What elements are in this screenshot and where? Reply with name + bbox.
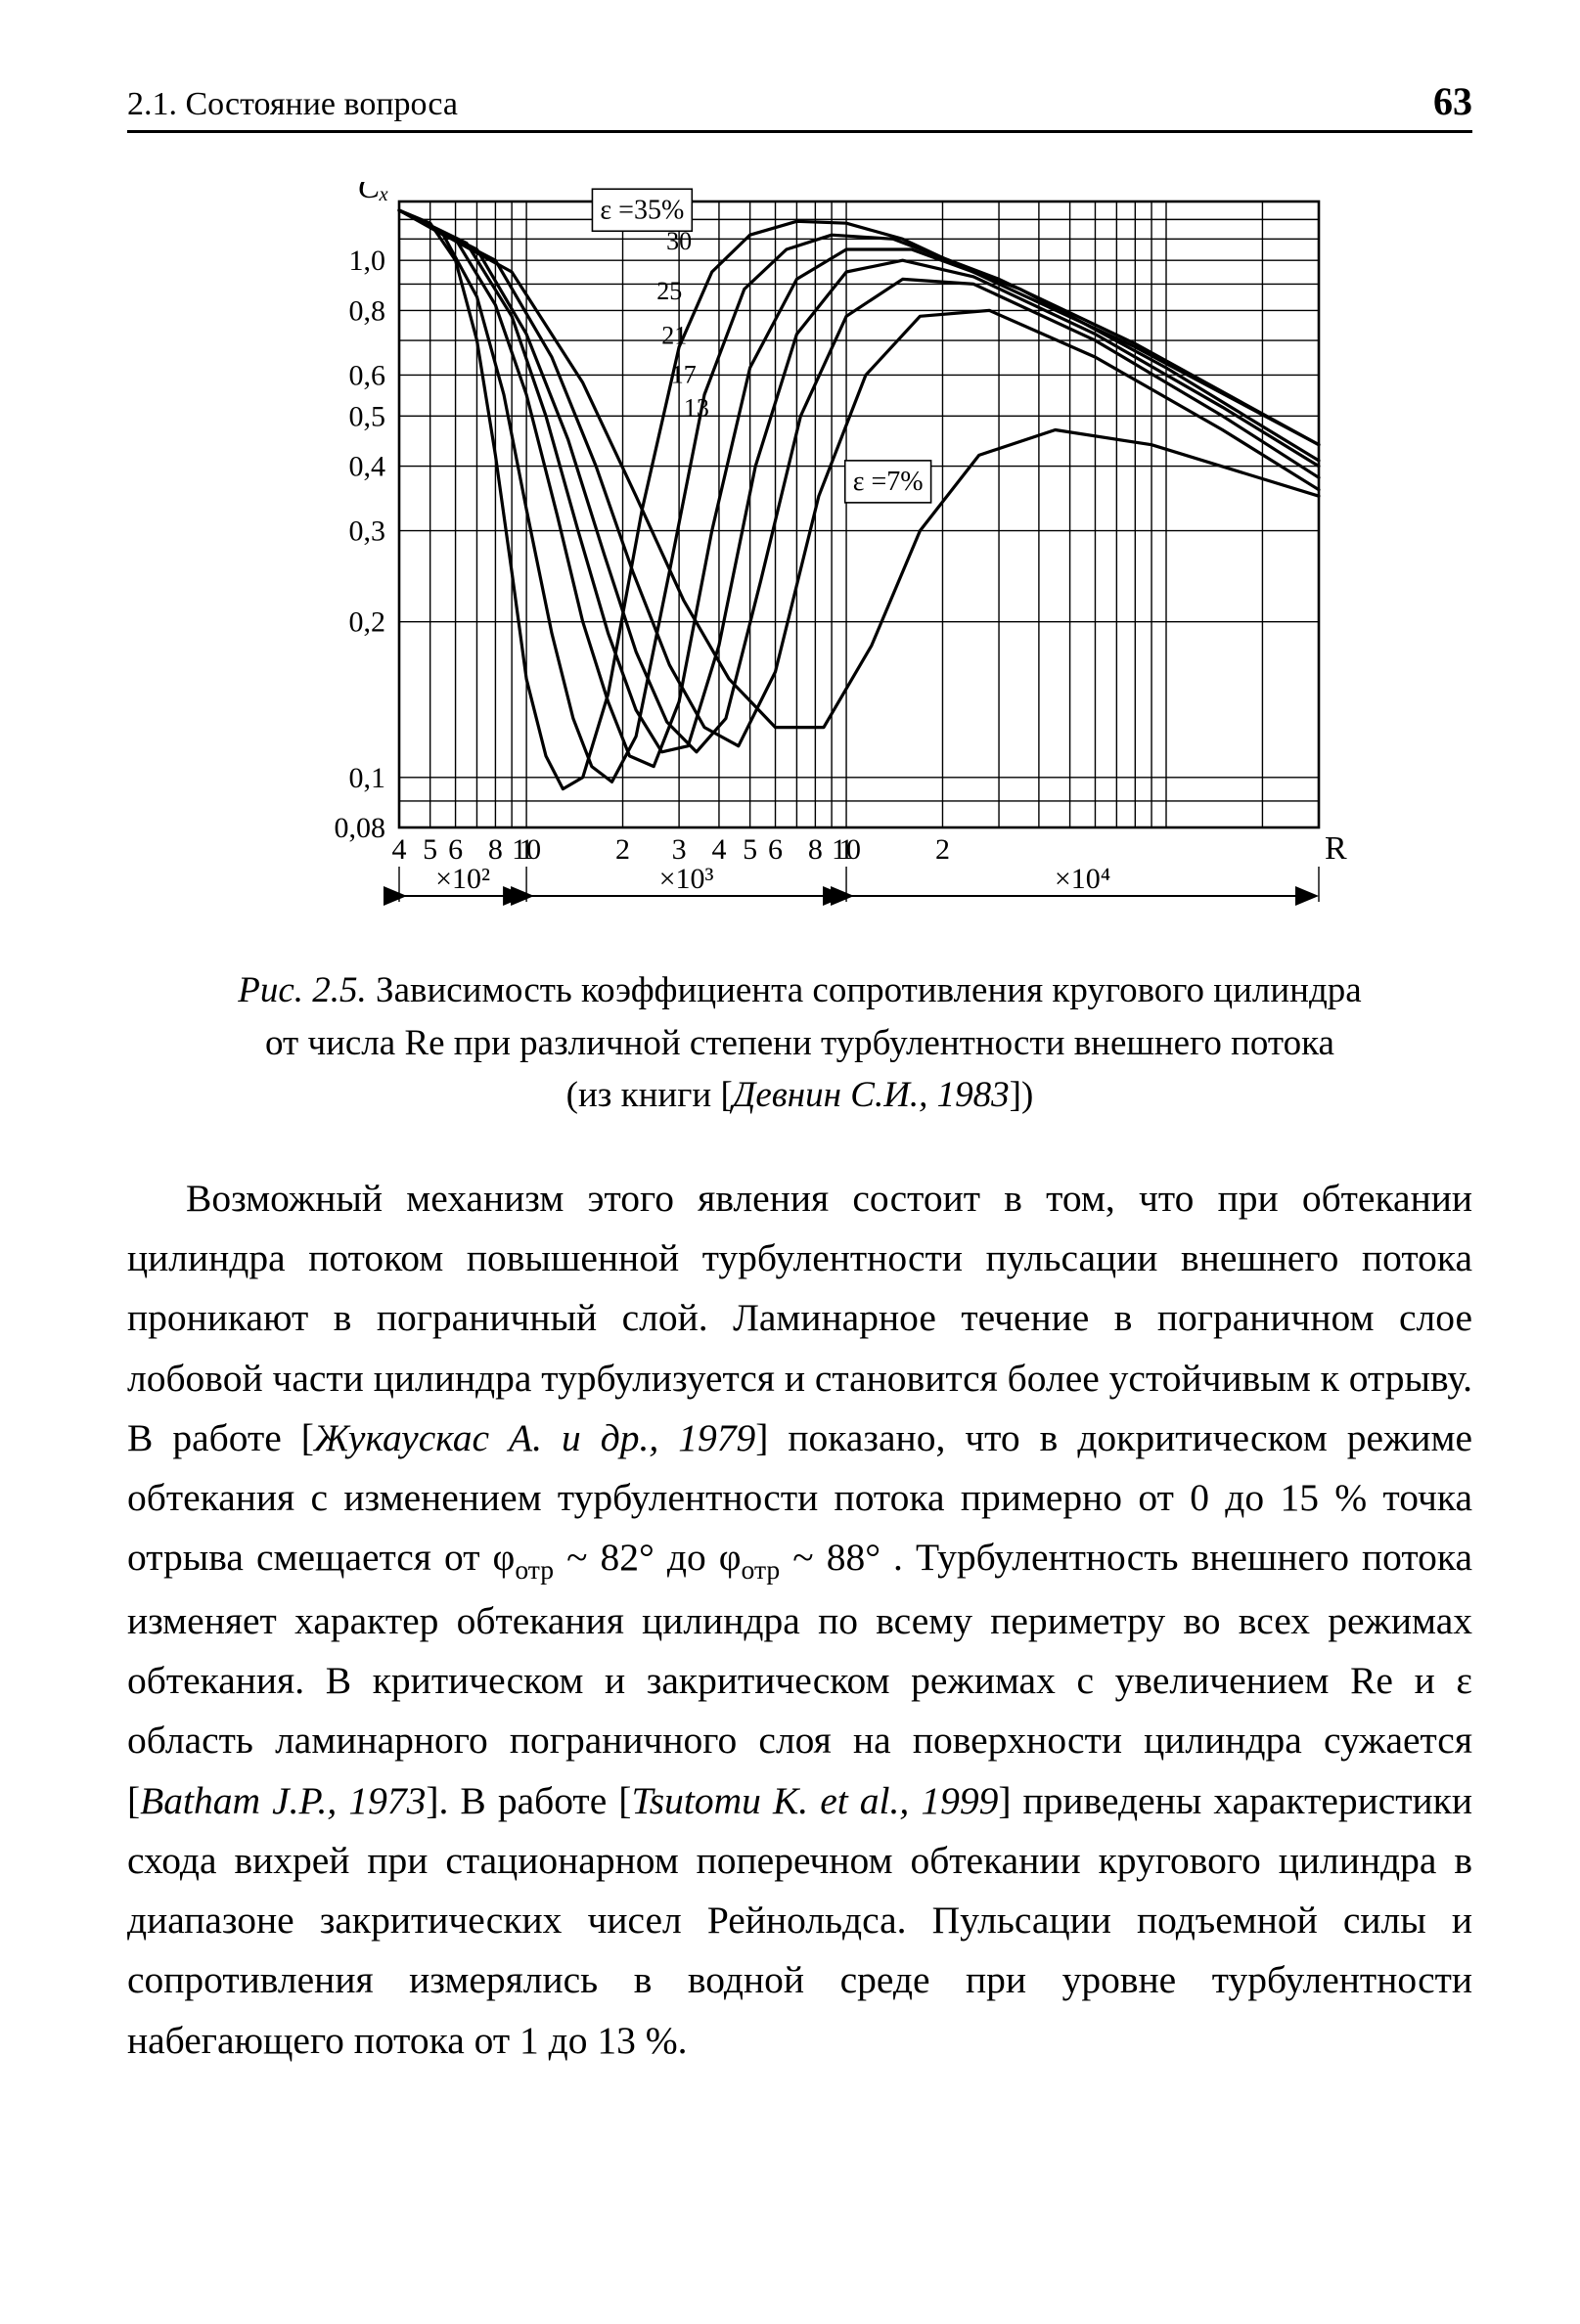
svg-text:1: 1: [838, 833, 853, 866]
svg-text:1: 1: [519, 833, 533, 866]
svg-text:0,4: 0,4: [348, 451, 385, 483]
p1-sub1: отр: [515, 1554, 554, 1585]
caption-line2: от числа Re при различной степени турбул…: [265, 1023, 1334, 1063]
figure-caption: Рис. 2.5. Зависимость коэффициента сопро…: [174, 964, 1426, 1122]
svg-text:0,5: 0,5: [348, 400, 385, 432]
ref-zhukauskas: Жукаускас А. и др., 1979: [314, 1416, 755, 1459]
ref-tsutomu: Tsutomu K. et al., 1999: [631, 1779, 998, 1822]
p1-sub2: отр: [742, 1554, 781, 1585]
svg-text:3: 3: [671, 833, 686, 866]
svg-text:ε =7%: ε =7%: [852, 467, 923, 497]
svg-text:4: 4: [711, 833, 726, 866]
svg-text:2: 2: [615, 833, 630, 866]
chart-svg: 0,080,10,20,30,40,50,60,81,0Cₓ4568101234…: [252, 182, 1348, 925]
svg-text:0,2: 0,2: [348, 606, 385, 639]
svg-text:5: 5: [423, 833, 437, 866]
svg-text:13: 13: [683, 393, 708, 422]
figure-label: Рис. 2.5.: [238, 970, 367, 1010]
page-number: 63: [1433, 78, 1472, 124]
p1-e: ]. В работе [: [426, 1779, 631, 1822]
svg-text:Re: Re: [1325, 830, 1348, 867]
svg-text:0,1: 0,1: [348, 762, 385, 794]
section-label: 2.1. Состояние вопроса: [127, 86, 458, 123]
caption-line1: Зависимость коэффициента сопротивления к…: [376, 970, 1362, 1010]
figure-2-5: 0,080,10,20,30,40,50,60,81,0Cₓ4568101234…: [127, 182, 1472, 925]
ref-batham: Batham J.P., 1973: [140, 1779, 426, 1822]
svg-text:2: 2: [934, 833, 949, 866]
svg-text:25: 25: [656, 277, 682, 305]
running-head: 2.1. Состояние вопроса 63: [127, 78, 1472, 133]
svg-text:Cₓ: Cₓ: [357, 182, 388, 205]
svg-text:0,8: 0,8: [348, 294, 385, 327]
page: 2.1. Состояние вопроса 63 0,080,10,20,30…: [0, 0, 1580, 2324]
svg-text:6: 6: [768, 833, 783, 866]
svg-text:×10⁴: ×10⁴: [1054, 863, 1109, 895]
svg-text:5: 5: [743, 833, 757, 866]
svg-text:1,0: 1,0: [348, 245, 385, 277]
svg-text:0,6: 0,6: [348, 359, 385, 391]
svg-text:×10²: ×10²: [435, 863, 490, 895]
svg-text:0,3: 0,3: [348, 515, 385, 548]
svg-text:17: 17: [670, 360, 696, 388]
caption-line3-prefix: (из книги [: [566, 1075, 733, 1115]
caption-line3-suffix: ]): [1010, 1075, 1034, 1115]
svg-text:0,08: 0,08: [334, 812, 385, 844]
svg-text:8: 8: [807, 833, 822, 866]
paragraph-1: Возможный механизм этого явления состоит…: [127, 1169, 1472, 2071]
svg-text:4: 4: [391, 833, 406, 866]
svg-text:6: 6: [448, 833, 463, 866]
p1-c: ~ 82° до φ: [554, 1536, 742, 1579]
caption-book-ref: Девнин С.И., 1983: [733, 1075, 1010, 1115]
svg-text:8: 8: [487, 833, 502, 866]
svg-text:×10³: ×10³: [658, 863, 713, 895]
svg-text:21: 21: [661, 321, 687, 349]
body-text: Возможный механизм этого явления состоит…: [127, 1169, 1472, 2071]
svg-text:ε =35%: ε =35%: [600, 195, 684, 225]
